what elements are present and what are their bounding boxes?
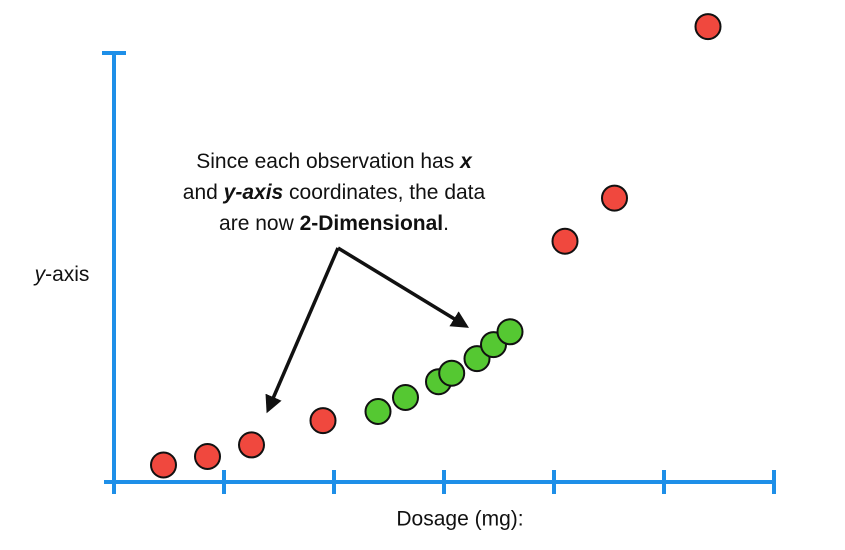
arrow-to-points <box>337 246 469 328</box>
axes <box>102 51 776 494</box>
data-point <box>601 184 628 212</box>
annotation-arrows <box>265 246 469 414</box>
annotation-run: x <box>459 150 473 173</box>
y-axis-label-rest: -axis <box>45 263 89 286</box>
annotation-run: coordinates, the data <box>283 181 485 204</box>
annotation-run: are now <box>219 212 300 235</box>
data-point <box>238 431 265 459</box>
data-point <box>150 451 177 479</box>
annotation-run: 2-Dimensional <box>300 212 444 235</box>
data-points <box>150 13 722 479</box>
data-point <box>551 227 579 255</box>
annotation-run: Since each observation has <box>196 150 460 173</box>
arrow-to-x <box>265 247 340 414</box>
annotation-run: y-axis <box>223 181 284 204</box>
annotation-text: Since each observation has x and y-axis c… <box>183 150 486 235</box>
data-point <box>694 13 722 41</box>
y-axis-label-italic: y <box>33 263 47 286</box>
data-point <box>392 384 419 411</box>
data-point <box>194 443 221 470</box>
data-point <box>438 359 466 387</box>
data-point <box>496 318 524 346</box>
y-axis-label: y-axis <box>33 263 90 286</box>
annotation-run: . <box>443 212 449 235</box>
x-axis-label: Dosage (mg): <box>396 508 523 531</box>
data-point <box>309 407 337 435</box>
data-point <box>364 398 392 425</box>
annotation-run: and <box>183 181 224 204</box>
